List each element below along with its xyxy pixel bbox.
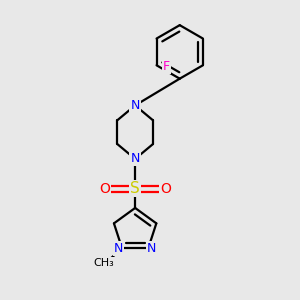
Text: CH₃: CH₃	[94, 258, 115, 268]
Text: O: O	[99, 182, 110, 196]
Text: S: S	[130, 181, 140, 196]
Text: N: N	[130, 99, 140, 112]
Text: O: O	[160, 182, 171, 196]
Text: F: F	[163, 60, 170, 73]
Text: N: N	[130, 152, 140, 165]
Text: N: N	[114, 242, 123, 255]
Text: N: N	[147, 242, 157, 255]
